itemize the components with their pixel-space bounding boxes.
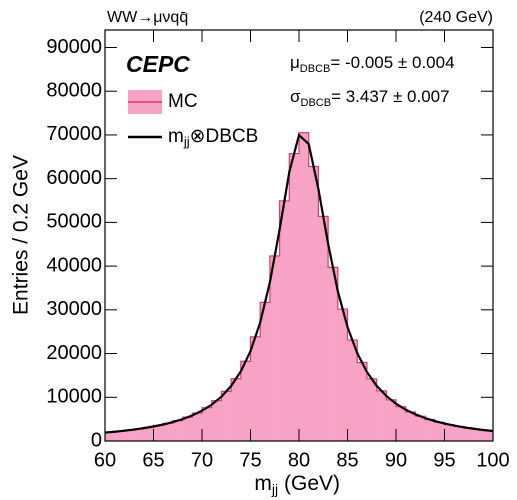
x-tick-label: 75 [239,449,261,471]
x-title-rest: (GeV) [278,472,340,495]
histogram-bar [279,200,290,441]
process-label: WW→μνqq̄ [107,9,188,26]
histogram-bar [182,417,193,441]
histogram-bar [260,302,271,441]
histogram-bar [454,426,465,441]
x-title-base: m [254,472,272,495]
annotation-symbol: σ [290,87,301,106]
histogram-bar [376,390,387,441]
experiment-label: CEPC [126,51,190,77]
histogram-bar [366,378,377,441]
y-tick-label: 60000 [46,167,102,189]
legend-label: mjj⊗DBCB [168,126,258,149]
histogram-bar [386,399,397,441]
annotation-text: = 3.437 ± 0.007 [331,87,450,106]
annotation-sub: DBCB [301,97,332,109]
annotation: σDBCB= 3.437 ± 0.007 [290,87,450,108]
histogram-bar [425,419,436,441]
y-tick-label: 0 [91,429,102,451]
x-tick-label: 90 [385,449,407,471]
histogram-bar [250,336,261,441]
x-tick-label: 65 [142,449,164,471]
histogram-bar [337,309,348,441]
x-axis-title: mjj (GeV) [254,472,340,497]
histogram-bar [153,425,164,441]
y-tick-label: 70000 [46,123,102,145]
histogram-bar [473,429,484,441]
histogram-bar [289,153,300,441]
histogram-bar [415,416,426,441]
histogram-bar [463,428,474,441]
histogram-bar [299,132,309,441]
histogram-bar [240,361,251,441]
histogram-bar [143,427,154,441]
histogram-bar [172,420,183,441]
y-axis-title: Entries / 0.2 GeV [10,155,33,315]
x-tick-label: 70 [191,449,213,471]
x-title-sub: jj [271,481,278,497]
histogram-bar [202,407,212,441]
histogram-bar [318,216,329,441]
legend-label-sub: jj [183,134,190,149]
legend-label-base: m [168,126,184,147]
legend-label: MC [168,91,198,112]
x-tick-label: 60 [94,449,116,471]
y-tick-label: 40000 [46,254,102,276]
histogram-bar [231,378,242,441]
histogram-bar [221,391,232,441]
annotation-text: = -0.005 ± 0.004 [330,53,454,72]
y-tick-label: 50000 [46,211,102,233]
legend-label-rest: ⊗DBCB [190,126,259,147]
histogram-bar [396,406,406,441]
legend: MC mjj⊗DBCB [128,90,258,149]
y-tick-label: 20000 [46,342,102,364]
x-tick-label: 80 [288,449,310,471]
histogram-bar [357,362,368,441]
annotation-symbol: μ [290,53,300,72]
y-tick-label: 10000 [46,386,102,408]
histogram-bar [269,255,280,441]
y-tick-label: 90000 [46,36,102,58]
y-tick-label: 80000 [46,79,102,101]
histogram-bar [328,267,339,441]
histogram-bar [124,430,135,441]
plot-area [104,132,494,441]
annotation: μDBCB= -0.005 ± 0.004 [290,53,455,74]
histogram-bar [308,166,319,441]
energy-label: (240 GeV) [419,9,493,26]
histogram-bar [434,422,445,441]
histogram-bar [483,430,494,441]
histogram-bar [347,340,358,441]
y-tick-label: 30000 [46,298,102,320]
x-tick-label: 100 [476,449,509,471]
annotation-sub: DBCB [300,63,331,75]
histogram-bar [211,400,222,441]
histogram-bar [192,413,203,441]
x-tick-label: 95 [433,449,455,471]
histogram-bar [444,424,455,441]
histogram-bar [163,423,174,441]
histogram-bar [105,432,115,441]
histogram-bar [405,411,416,441]
histogram-bar [114,431,125,441]
x-tick-label: 85 [336,449,358,471]
fit-line [104,133,494,434]
histogram-bar [134,428,145,441]
